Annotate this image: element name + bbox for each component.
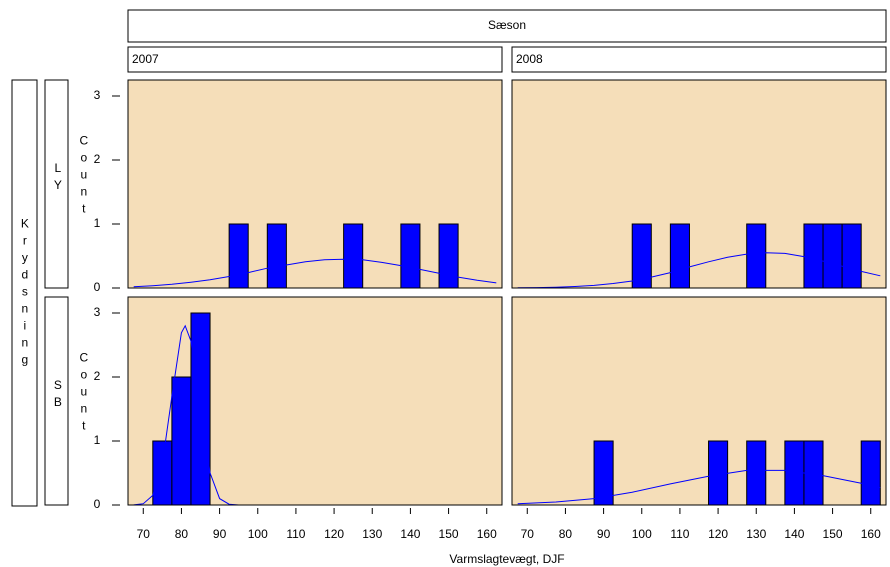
row-label: LY (51, 161, 65, 195)
x-tick-label: 90 (213, 527, 227, 541)
column-label: 2008 (516, 52, 543, 66)
bar (171, 376, 192, 506)
y-tick-label: 2 (94, 152, 101, 166)
chart-title: Sæson (488, 18, 526, 32)
row-title: Krydsning (18, 217, 32, 370)
y-tick-label: 0 (94, 497, 101, 511)
x-tick-label: 150 (439, 527, 459, 541)
x-tick-label: 160 (477, 527, 497, 541)
density-curve (517, 469, 881, 505)
x-tick-label: 130 (746, 527, 766, 541)
y-tick-label: 2 (94, 369, 101, 383)
x-tick-label: 120 (708, 527, 728, 541)
y-axis-label: Count (77, 351, 91, 436)
bar (822, 223, 843, 289)
x-tick-label: 100 (632, 527, 652, 541)
density-curve (133, 324, 497, 505)
panel-border (127, 296, 503, 506)
density-curve (133, 258, 497, 288)
y-tick-label: 3 (94, 88, 101, 102)
title-strip (127, 9, 887, 43)
x-tick-label: 70 (137, 527, 151, 541)
column-label: 2007 (132, 52, 159, 66)
bar (669, 223, 690, 289)
x-tick-label: 140 (400, 527, 420, 541)
panel-border (511, 79, 887, 289)
x-tick-label: 90 (597, 527, 611, 541)
x-tick-label: 160 (861, 527, 881, 541)
x-tick-label: 120 (324, 527, 344, 541)
bar (438, 223, 459, 289)
bar (228, 223, 249, 289)
bar (631, 223, 652, 289)
bar (266, 223, 287, 289)
row-title-strip (11, 79, 38, 507)
bar (708, 440, 729, 506)
x-tick-label: 130 (362, 527, 382, 541)
row-strip (44, 79, 69, 289)
x-axis-label: Varmslagtevægt, DJF (449, 552, 564, 566)
x-tick-label: 140 (784, 527, 804, 541)
y-tick-label: 1 (94, 216, 101, 230)
bar (746, 223, 767, 289)
x-tick-label: 110 (286, 527, 305, 541)
bar (746, 440, 767, 506)
x-tick-label: 80 (559, 527, 573, 541)
density-curve (517, 252, 881, 288)
panel-border (127, 79, 503, 289)
panel-border (511, 296, 887, 506)
y-tick-label: 1 (94, 433, 101, 447)
x-tick-label: 100 (248, 527, 268, 541)
x-tick-label: 80 (175, 527, 189, 541)
column-strip (127, 46, 503, 73)
row-label: SB (51, 378, 65, 412)
row-strip (44, 296, 69, 506)
y-axis-label: Count (77, 134, 91, 219)
x-tick-label: 110 (670, 527, 689, 541)
bar (152, 440, 173, 506)
column-strip (511, 46, 887, 73)
x-tick-label: 70 (521, 527, 535, 541)
y-tick-label: 0 (94, 280, 101, 294)
bar (841, 223, 862, 289)
bar (400, 223, 421, 289)
bar (803, 223, 824, 289)
x-tick-label: 150 (823, 527, 843, 541)
bar (343, 223, 364, 289)
y-tick-label: 3 (94, 305, 101, 319)
panel (512, 297, 886, 505)
bar (860, 440, 881, 506)
